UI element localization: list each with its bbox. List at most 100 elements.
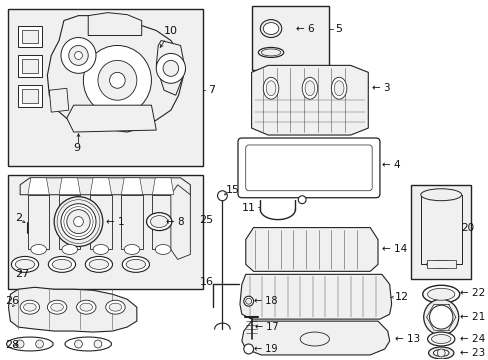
Text: ← 21: ← 21 <box>459 312 484 322</box>
Ellipse shape <box>432 350 448 356</box>
Text: 10: 10 <box>164 26 178 36</box>
Ellipse shape <box>51 303 63 311</box>
Text: ← 14: ← 14 <box>381 244 407 255</box>
Polygon shape <box>90 195 111 249</box>
Polygon shape <box>18 26 41 48</box>
Ellipse shape <box>263 23 278 35</box>
Polygon shape <box>18 85 41 107</box>
Bar <box>8 9 203 166</box>
Polygon shape <box>88 13 142 36</box>
Polygon shape <box>28 178 49 195</box>
Polygon shape <box>170 185 190 260</box>
Text: 20: 20 <box>460 222 473 233</box>
Ellipse shape <box>48 256 76 273</box>
Text: 27: 27 <box>15 269 29 279</box>
Ellipse shape <box>244 344 253 354</box>
Ellipse shape <box>23 303 36 311</box>
Ellipse shape <box>331 77 346 99</box>
Ellipse shape <box>109 303 122 311</box>
Bar <box>426 260 455 268</box>
Ellipse shape <box>260 19 281 37</box>
Polygon shape <box>59 178 80 195</box>
Ellipse shape <box>265 81 275 96</box>
Ellipse shape <box>105 300 125 314</box>
Polygon shape <box>121 195 142 249</box>
Ellipse shape <box>426 260 455 268</box>
Text: 15: 15 <box>226 185 240 195</box>
Polygon shape <box>59 195 80 249</box>
Ellipse shape <box>427 332 454 346</box>
Circle shape <box>75 51 82 59</box>
FancyBboxPatch shape <box>245 145 371 191</box>
Ellipse shape <box>94 340 102 348</box>
Polygon shape <box>242 321 389 355</box>
Polygon shape <box>49 88 69 112</box>
Circle shape <box>54 197 102 247</box>
Text: 9: 9 <box>74 143 81 153</box>
Ellipse shape <box>85 256 112 273</box>
Circle shape <box>423 299 458 335</box>
Ellipse shape <box>261 49 280 56</box>
Polygon shape <box>47 15 183 132</box>
Text: ← 13: ← 13 <box>394 334 419 344</box>
Ellipse shape <box>80 303 92 311</box>
Text: ← 3: ← 3 <box>371 83 390 93</box>
Polygon shape <box>8 287 137 332</box>
Circle shape <box>109 72 125 88</box>
Ellipse shape <box>300 332 329 346</box>
Text: 25: 25 <box>199 215 213 225</box>
Ellipse shape <box>36 340 43 348</box>
Text: ← 19: ← 19 <box>253 344 277 354</box>
Text: 11: 11 <box>242 203 255 213</box>
Text: 5: 5 <box>335 23 342 33</box>
Text: ← 6: ← 6 <box>296 23 314 33</box>
Polygon shape <box>18 55 41 77</box>
Ellipse shape <box>334 81 343 96</box>
Ellipse shape <box>62 244 78 255</box>
Polygon shape <box>245 228 377 271</box>
Ellipse shape <box>20 300 40 314</box>
Circle shape <box>98 60 137 100</box>
Ellipse shape <box>244 296 253 306</box>
Polygon shape <box>156 40 185 95</box>
Ellipse shape <box>302 77 317 99</box>
Ellipse shape <box>263 77 278 99</box>
Ellipse shape <box>422 285 459 303</box>
FancyBboxPatch shape <box>238 138 379 198</box>
Ellipse shape <box>52 260 72 269</box>
Ellipse shape <box>122 256 149 273</box>
Ellipse shape <box>47 300 67 314</box>
Text: ← 22: ← 22 <box>459 288 484 298</box>
Polygon shape <box>22 89 38 103</box>
Text: ← 8: ← 8 <box>165 217 184 226</box>
Polygon shape <box>240 274 391 319</box>
Polygon shape <box>152 178 173 195</box>
Bar <box>251 6 329 70</box>
Ellipse shape <box>245 298 251 304</box>
Ellipse shape <box>31 244 46 255</box>
Bar <box>8 175 203 289</box>
Circle shape <box>156 53 185 83</box>
Circle shape <box>67 210 90 234</box>
Ellipse shape <box>124 244 140 255</box>
Text: 16: 16 <box>200 277 214 287</box>
Text: 26: 26 <box>5 296 20 306</box>
Ellipse shape <box>15 260 35 269</box>
Text: 2: 2 <box>15 213 22 222</box>
Circle shape <box>436 349 444 357</box>
Ellipse shape <box>11 256 39 273</box>
Ellipse shape <box>430 334 450 343</box>
Circle shape <box>61 37 96 73</box>
Text: 7: 7 <box>207 85 215 95</box>
Ellipse shape <box>150 216 167 228</box>
Circle shape <box>61 204 96 239</box>
Ellipse shape <box>427 347 453 359</box>
Polygon shape <box>121 178 142 195</box>
Circle shape <box>217 191 227 201</box>
Ellipse shape <box>77 300 96 314</box>
Circle shape <box>74 217 83 226</box>
Bar <box>420 195 461 264</box>
Text: ← 23: ← 23 <box>459 348 484 358</box>
Text: ← 4: ← 4 <box>381 160 400 170</box>
Text: ← 17: ← 17 <box>255 322 279 332</box>
